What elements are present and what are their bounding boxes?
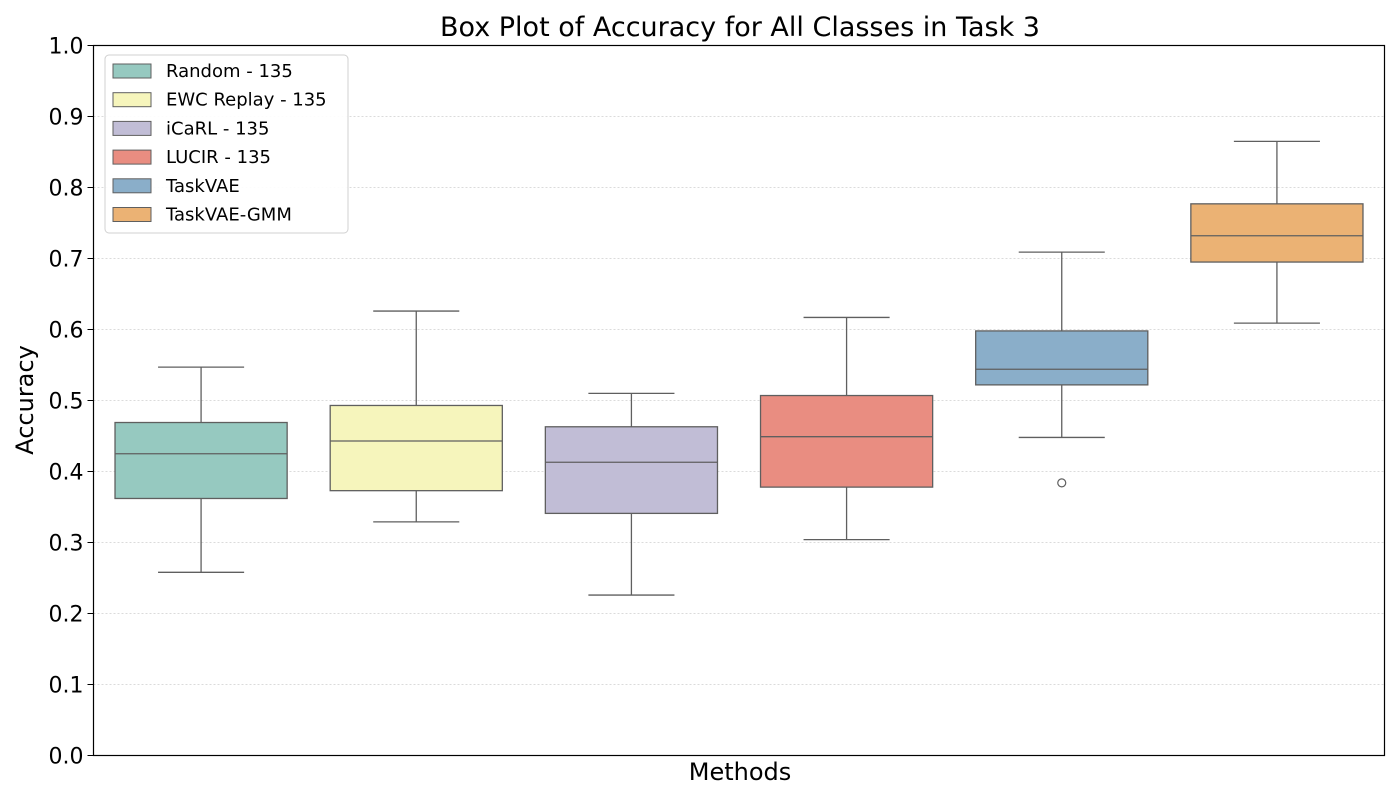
outlier-point xyxy=(1057,478,1067,488)
boxes xyxy=(114,140,1364,596)
legend-swatch xyxy=(112,92,152,108)
iqr-box xyxy=(329,404,503,492)
legend-frame xyxy=(104,54,349,234)
legend-label: Random - 135 xyxy=(166,61,293,82)
y-tick-label: 0.5 xyxy=(49,390,84,415)
legend-swatch xyxy=(112,207,152,222)
y-tick-label: 0.4 xyxy=(49,461,84,486)
legend-label: iCaRL - 135 xyxy=(166,118,269,139)
box-ewc-replay-135 xyxy=(329,310,503,523)
x-axis-label: Methods xyxy=(689,758,792,786)
box-taskvae xyxy=(975,251,1149,488)
y-tick-label: 0.8 xyxy=(49,177,84,202)
iqr-box xyxy=(114,421,288,500)
legend-swatch xyxy=(112,149,152,165)
legend-label: LUCIR - 135 xyxy=(166,147,271,168)
legend-swatch xyxy=(112,120,152,136)
legend-swatch xyxy=(112,178,152,194)
legend-label: TaskVAE xyxy=(165,176,240,197)
chart-title: Box Plot of Accuracy for All Classes in … xyxy=(440,12,1040,43)
y-tick-label: 0.9 xyxy=(49,106,84,131)
iqr-box xyxy=(544,426,719,515)
y-axis-ticks: 0.0 0.1 0.2 0.3 0.4 0.5 0.6 0.7 0.8 0.9 1.0 xyxy=(49,35,94,770)
iqr-box xyxy=(1190,203,1364,263)
iqr-box xyxy=(759,394,934,488)
y-tick-label: 0.0 xyxy=(49,745,84,770)
legend: Random - 135 EWC Replay - 135 iCaRL - 135 L… xyxy=(104,54,349,234)
y-tick-label: 0.3 xyxy=(49,532,84,557)
box-taskvae-gmm xyxy=(1190,140,1364,324)
legend-swatch xyxy=(112,63,152,79)
legend-label: TaskVAE-GMM xyxy=(165,205,292,226)
legend-label: EWC Replay - 135 xyxy=(166,90,327,111)
box-lucir-135 xyxy=(759,316,934,541)
iqr-box xyxy=(975,330,1149,386)
box-icarl-135 xyxy=(544,392,719,596)
y-tick-label: 0.1 xyxy=(49,674,84,699)
y-tick-label: 0.2 xyxy=(49,603,84,628)
y-axis-label: Accuracy xyxy=(11,345,39,455)
y-tick-label: 0.6 xyxy=(49,319,84,344)
box-random-135 xyxy=(114,366,288,573)
y-tick-label: 1.0 xyxy=(49,35,84,60)
grid-lines xyxy=(93,116,1385,685)
y-tick-label: 0.7 xyxy=(49,248,84,273)
